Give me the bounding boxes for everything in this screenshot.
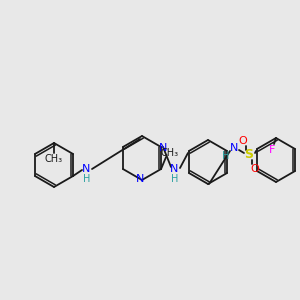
Text: N: N bbox=[136, 174, 144, 184]
Text: N: N bbox=[159, 143, 167, 153]
Text: N: N bbox=[170, 164, 178, 174]
Text: CH₃: CH₃ bbox=[161, 148, 179, 158]
Text: N: N bbox=[230, 143, 238, 153]
Text: O: O bbox=[250, 164, 260, 174]
Text: F: F bbox=[269, 145, 275, 155]
Text: H: H bbox=[171, 174, 179, 184]
Text: CH₃: CH₃ bbox=[45, 154, 63, 164]
Text: S: S bbox=[244, 148, 253, 161]
Text: N: N bbox=[82, 164, 90, 174]
Text: O: O bbox=[238, 136, 247, 146]
Text: H: H bbox=[83, 174, 91, 184]
Text: H: H bbox=[222, 151, 230, 161]
